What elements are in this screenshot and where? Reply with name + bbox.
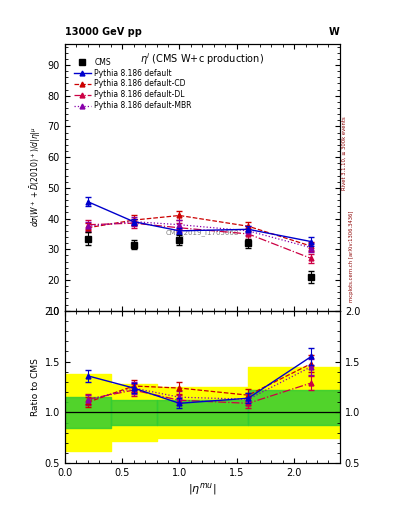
X-axis label: $|\eta^{mu}|$: $|\eta^{mu}|$	[188, 481, 217, 497]
Text: Rivet 3.1.10, ≥ 300k events: Rivet 3.1.10, ≥ 300k events	[342, 117, 346, 190]
Y-axis label: $d\sigma(W^+ + \bar{D}(2010)^+) / d|\eta|^{\mu}$: $d\sigma(W^+ + \bar{D}(2010)^+) / d|\eta…	[29, 126, 44, 227]
Text: mcplots.cern.ch [arXiv:1306.3436]: mcplots.cern.ch [arXiv:1306.3436]	[349, 210, 354, 302]
Text: 13000 GeV pp: 13000 GeV pp	[65, 27, 142, 37]
Text: CMS_2019_I1705068: CMS_2019_I1705068	[166, 229, 239, 236]
Y-axis label: Ratio to CMS: Ratio to CMS	[31, 358, 40, 416]
Text: $\eta^l$ (CMS W+c production): $\eta^l$ (CMS W+c production)	[140, 52, 264, 68]
Text: W: W	[329, 27, 340, 37]
Legend: CMS, Pythia 8.186 default, Pythia 8.186 default-CD, Pythia 8.186 default-DL, Pyt: CMS, Pythia 8.186 default, Pythia 8.186 …	[72, 55, 194, 113]
